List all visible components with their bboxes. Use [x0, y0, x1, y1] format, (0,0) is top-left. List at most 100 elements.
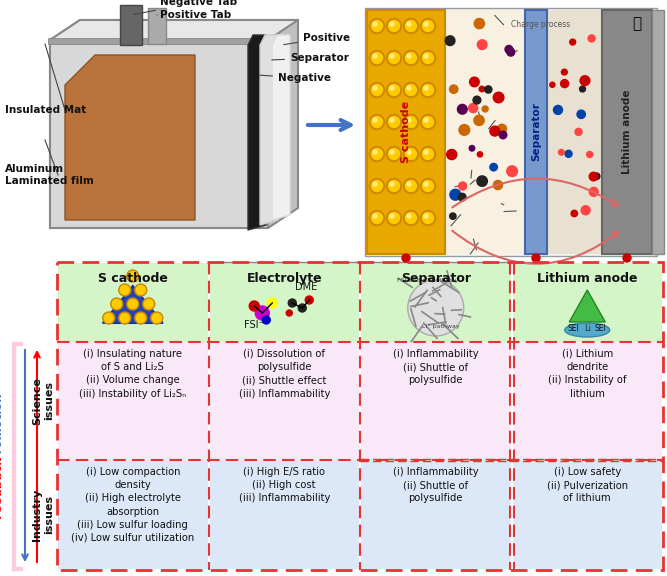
Circle shape [372, 116, 382, 127]
Circle shape [450, 85, 458, 93]
Text: Separator: Separator [531, 103, 541, 161]
Circle shape [388, 85, 400, 96]
Circle shape [458, 194, 466, 201]
Circle shape [386, 210, 402, 225]
Circle shape [450, 213, 456, 219]
Circle shape [373, 54, 377, 58]
Circle shape [623, 254, 631, 262]
Circle shape [469, 146, 475, 151]
Polygon shape [569, 290, 605, 322]
Circle shape [581, 206, 590, 215]
Circle shape [420, 18, 436, 33]
Circle shape [404, 51, 418, 66]
Circle shape [420, 179, 436, 194]
Text: Separator: Separator [401, 272, 471, 285]
Circle shape [458, 104, 467, 114]
Circle shape [386, 18, 402, 33]
Bar [652, 10, 664, 254]
Circle shape [372, 21, 382, 32]
Circle shape [390, 150, 394, 154]
Circle shape [482, 106, 488, 112]
Circle shape [420, 51, 436, 66]
Circle shape [136, 286, 145, 294]
Circle shape [490, 126, 500, 136]
Circle shape [473, 96, 481, 104]
Text: Electrolyte: Electrolyte [246, 272, 322, 285]
Text: Li⁺ pathway: Li⁺ pathway [422, 324, 460, 329]
Circle shape [561, 79, 569, 88]
Circle shape [373, 150, 377, 154]
Circle shape [406, 85, 416, 96]
Circle shape [390, 182, 394, 186]
Circle shape [498, 124, 506, 134]
Circle shape [577, 110, 586, 119]
Circle shape [532, 254, 540, 262]
Bar [209, 263, 359, 342]
FancyArrowPatch shape [452, 179, 618, 207]
Text: Feedback: Feedback [0, 454, 3, 517]
Circle shape [372, 52, 382, 63]
Bar [120, 5, 142, 45]
Polygon shape [248, 35, 266, 230]
Circle shape [594, 173, 600, 180]
Polygon shape [50, 20, 298, 228]
Polygon shape [260, 35, 278, 225]
Polygon shape [50, 20, 298, 40]
Circle shape [450, 190, 461, 200]
Circle shape [505, 46, 513, 53]
Text: FSI⁻: FSI⁻ [244, 320, 264, 330]
Text: Li: Li [584, 324, 591, 333]
Text: DME: DME [295, 282, 317, 292]
Circle shape [407, 118, 411, 122]
Circle shape [390, 214, 394, 218]
Circle shape [407, 22, 411, 26]
Circle shape [422, 213, 434, 223]
Text: (i) Dissolution of
polysulfide
(ii) Shuttle effect
(iii) Inflammability: (i) Dissolution of polysulfide (ii) Shut… [239, 349, 330, 399]
Circle shape [422, 149, 434, 160]
Circle shape [420, 82, 436, 97]
Circle shape [127, 270, 139, 282]
Bar [361, 460, 510, 569]
Circle shape [494, 180, 502, 190]
Polygon shape [103, 286, 163, 323]
Bar [512, 342, 662, 460]
Circle shape [135, 284, 147, 296]
Text: Separator: Separator [271, 53, 349, 63]
Circle shape [550, 82, 555, 88]
Circle shape [372, 213, 382, 223]
Bar [209, 460, 359, 569]
Polygon shape [50, 40, 268, 228]
Circle shape [373, 22, 377, 26]
Text: Positive: Positive [283, 33, 350, 44]
Bar [48, 38, 270, 44]
Bar [602, 10, 652, 254]
Circle shape [305, 296, 313, 304]
Circle shape [580, 86, 586, 92]
Circle shape [390, 54, 394, 58]
Circle shape [424, 86, 428, 90]
Circle shape [406, 116, 416, 127]
Circle shape [565, 150, 572, 157]
Circle shape [420, 146, 436, 161]
Circle shape [104, 313, 113, 323]
Circle shape [407, 150, 411, 154]
Bar [12, 567, 22, 570]
Circle shape [386, 51, 402, 66]
Circle shape [373, 214, 377, 218]
Circle shape [386, 179, 402, 194]
Circle shape [402, 254, 410, 262]
Circle shape [390, 22, 394, 26]
FancyArrowPatch shape [22, 350, 28, 560]
Circle shape [459, 182, 467, 190]
Circle shape [447, 149, 457, 160]
Circle shape [406, 213, 416, 223]
Circle shape [424, 150, 428, 154]
Text: Industry
issues: Industry issues [32, 489, 54, 541]
Circle shape [424, 214, 428, 218]
Circle shape [424, 54, 428, 58]
Circle shape [404, 146, 418, 161]
Text: Lithium anode: Lithium anode [622, 90, 632, 175]
Circle shape [136, 313, 145, 323]
Circle shape [152, 313, 161, 323]
Circle shape [372, 149, 382, 160]
